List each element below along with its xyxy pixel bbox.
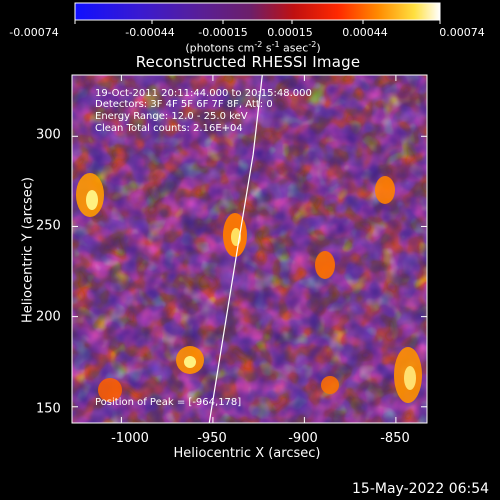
solar-limb-line: [208, 74, 263, 424]
x-tick-label: -850: [380, 431, 410, 446]
bright-sources: [76, 173, 422, 403]
y-tick-label: 150: [36, 401, 61, 417]
plot-title: Reconstructed RHESSI Image: [135, 53, 361, 71]
colorbar: [74, 2, 441, 24]
colorbar-unit: (photons cm-2 s-1 asec-2): [185, 40, 321, 55]
annotation-detectors: Detectors: 3F 4F 5F 6F 7F 8F, Att: 0: [95, 99, 273, 110]
colorbar-tick-label: -0.00015: [198, 26, 248, 39]
x-tick-marks: [120, 75, 397, 423]
colorbar-tick-label: 0.00015: [267, 26, 313, 39]
annotation-time-range: 19-Oct-2011 20:11:44.000 to 20:15:48.000: [95, 88, 312, 99]
y-tick-label: 300: [36, 127, 61, 143]
annotation-energy-range: Energy Range: 12.0 - 25.0 keV: [95, 111, 248, 122]
annotation-clean-counts: Clean Total counts: 2.16E+04: [95, 123, 243, 134]
x-tick-label: -1000: [111, 431, 149, 446]
x-axis-label: Heliocentric X (arcsec): [173, 446, 321, 461]
colorbar-gradient: [74, 2, 441, 21]
plot-frame: [71, 74, 428, 424]
peak-position-label: Position of Peak = [-964,178]: [95, 397, 242, 408]
render-date: 15-May-2022 06:54: [352, 481, 490, 497]
colorbar-tick-label: -0.00044: [125, 26, 175, 39]
colorbar-tick-label: 0.00074: [439, 26, 485, 39]
x-tick-label: -900: [288, 431, 318, 446]
colorbar-tick-marks: [74, 20, 441, 24]
colorbar-tick-label: -0.00074: [9, 26, 59, 39]
y-tick-marks: [72, 135, 427, 408]
y-tick-label: 200: [36, 309, 61, 325]
colorbar-tick-label: 0.00044: [342, 26, 388, 39]
image-pixels: [72, 75, 427, 423]
x-tick-label: -950: [197, 431, 227, 446]
y-tick-label: 250: [36, 218, 61, 234]
y-axis-label: Heliocentric Y (arcsec): [20, 177, 36, 323]
